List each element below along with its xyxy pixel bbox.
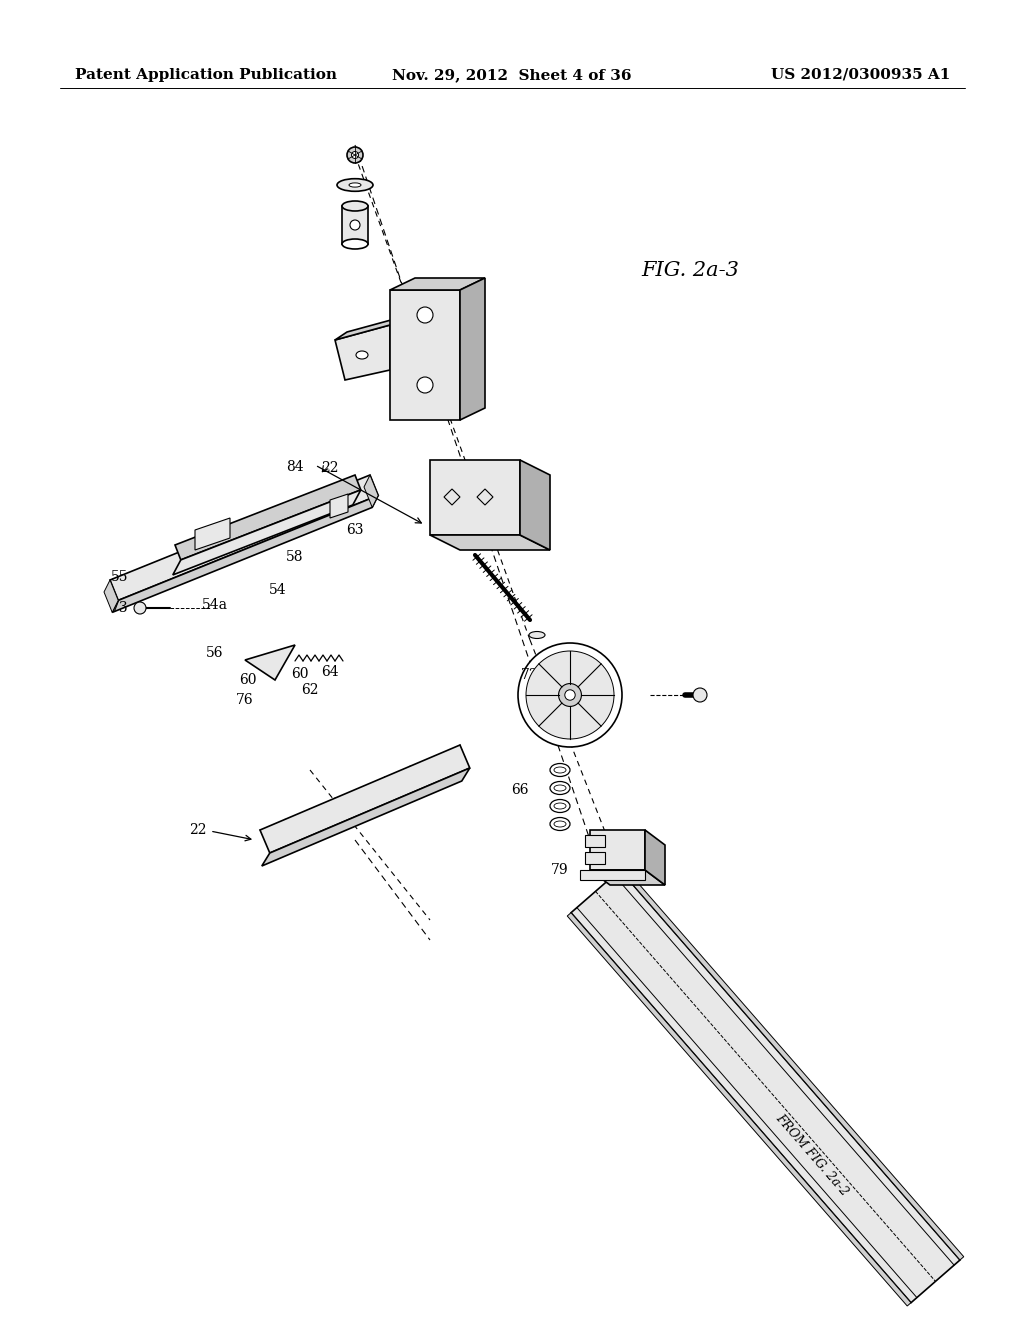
Ellipse shape (342, 201, 368, 211)
Polygon shape (571, 870, 961, 1303)
Circle shape (417, 308, 433, 323)
Polygon shape (430, 459, 520, 535)
Polygon shape (342, 206, 368, 244)
Polygon shape (590, 830, 645, 870)
Polygon shape (245, 645, 295, 680)
Ellipse shape (356, 351, 368, 359)
Text: 54: 54 (269, 583, 287, 597)
Circle shape (565, 690, 575, 700)
Ellipse shape (550, 817, 570, 830)
Polygon shape (520, 459, 550, 550)
Ellipse shape (550, 763, 570, 776)
Text: 60: 60 (291, 667, 309, 681)
Circle shape (558, 684, 582, 706)
Text: 73: 73 (112, 601, 129, 615)
Polygon shape (104, 579, 118, 612)
Polygon shape (364, 475, 378, 507)
Text: 60: 60 (240, 673, 257, 686)
Ellipse shape (349, 183, 361, 187)
Text: US 2012/0300935 A1: US 2012/0300935 A1 (771, 69, 950, 82)
Ellipse shape (529, 631, 545, 639)
Ellipse shape (550, 781, 570, 795)
Polygon shape (175, 475, 360, 560)
Polygon shape (335, 317, 402, 341)
Polygon shape (585, 851, 605, 865)
Ellipse shape (554, 821, 566, 828)
Text: Nov. 29, 2012  Sheet 4 of 36: Nov. 29, 2012 Sheet 4 of 36 (392, 69, 632, 82)
Text: 79: 79 (551, 863, 568, 876)
Text: 55: 55 (112, 570, 129, 583)
Text: 84: 84 (286, 459, 304, 474)
Circle shape (351, 152, 358, 158)
Polygon shape (580, 870, 645, 880)
Text: 72: 72 (521, 668, 539, 682)
Text: 54a: 54a (202, 598, 228, 612)
Text: 64: 64 (322, 665, 339, 678)
Ellipse shape (554, 785, 566, 791)
Polygon shape (262, 768, 470, 866)
Circle shape (347, 147, 362, 162)
Ellipse shape (554, 803, 566, 809)
Text: 22: 22 (189, 822, 207, 837)
Circle shape (518, 643, 622, 747)
Polygon shape (110, 475, 378, 601)
Text: 76: 76 (237, 693, 254, 708)
Circle shape (526, 651, 614, 739)
Ellipse shape (342, 239, 368, 249)
Text: 66: 66 (511, 783, 528, 797)
Polygon shape (567, 912, 911, 1305)
Text: Patent Application Publication: Patent Application Publication (75, 69, 337, 82)
Ellipse shape (337, 178, 373, 191)
Polygon shape (590, 870, 665, 884)
Text: 22: 22 (322, 461, 339, 475)
Text: 62: 62 (301, 682, 318, 697)
Polygon shape (260, 744, 470, 853)
Text: 63: 63 (346, 523, 364, 537)
Polygon shape (620, 867, 964, 1261)
Text: 56: 56 (206, 645, 224, 660)
Ellipse shape (554, 767, 566, 774)
Polygon shape (113, 495, 378, 612)
Polygon shape (195, 517, 230, 550)
Text: 58: 58 (287, 550, 304, 564)
Polygon shape (390, 290, 460, 420)
Ellipse shape (350, 220, 360, 230)
Polygon shape (585, 836, 605, 847)
Circle shape (417, 378, 433, 393)
Polygon shape (173, 490, 360, 576)
Polygon shape (645, 830, 665, 884)
Polygon shape (390, 279, 485, 290)
Text: FROM FIG. 2a-2: FROM FIG. 2a-2 (773, 1111, 851, 1199)
Circle shape (693, 688, 707, 702)
Polygon shape (430, 535, 550, 550)
Polygon shape (335, 325, 390, 380)
Ellipse shape (550, 800, 570, 813)
Text: FIG. 2a-3: FIG. 2a-3 (641, 260, 739, 280)
Circle shape (134, 602, 146, 614)
Polygon shape (330, 494, 348, 517)
Polygon shape (460, 279, 485, 420)
